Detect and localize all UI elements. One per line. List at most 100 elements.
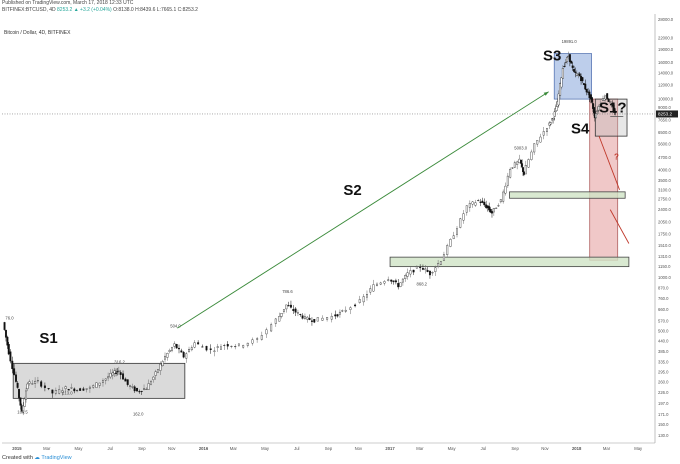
y-tick-label: 870.0 <box>658 286 669 291</box>
candle-body <box>154 371 157 376</box>
price-label: 213.0 <box>62 390 73 395</box>
candle-body <box>115 372 118 374</box>
candle-body <box>366 294 368 298</box>
candle-body <box>73 388 76 392</box>
footer-created-with: Created with <box>2 455 33 461</box>
y-tick-label: 171.0 <box>658 412 669 417</box>
candle-body <box>574 71 577 73</box>
tradingview-icon: ☁ <box>34 455 40 461</box>
candle-body <box>11 360 14 370</box>
annotation-s4: S4 <box>571 121 590 138</box>
candle-body <box>330 315 333 320</box>
candle-body <box>597 106 600 111</box>
candle-body <box>161 361 164 367</box>
candle-body <box>242 345 245 348</box>
candle-body <box>336 314 339 317</box>
candle-body <box>143 388 146 390</box>
candle-body <box>168 350 171 353</box>
x-tick-label: Nov <box>168 446 176 451</box>
candle-body <box>369 288 372 293</box>
candle-body <box>180 350 183 353</box>
candle-body <box>182 351 185 358</box>
candle-body <box>234 346 237 348</box>
candle-body <box>13 368 16 375</box>
candle-body <box>95 382 98 388</box>
candle-body <box>397 283 400 288</box>
candle-body <box>159 363 162 371</box>
candle-body <box>171 347 173 351</box>
candle-body <box>431 272 434 274</box>
chart-title: Bitcoin / Dollar, 4D, BITFINEX <box>4 30 71 36</box>
price-label: 5003.0 <box>514 146 527 151</box>
candle-body <box>216 346 219 348</box>
y-tick-label: 4000.0 <box>658 168 671 173</box>
y-tick-label: 260.0 <box>658 379 669 384</box>
candle-body <box>596 110 599 112</box>
candle-body <box>419 267 422 269</box>
y-tick-label: 197.0 <box>658 401 669 406</box>
x-tick-label: Nov <box>541 446 549 451</box>
candle-body <box>131 386 134 388</box>
candle-body <box>471 201 474 205</box>
annotation-question-mark: ? <box>614 152 619 161</box>
candle-body <box>557 93 560 106</box>
candle-body <box>190 347 193 351</box>
candle-body <box>133 386 136 392</box>
candle-body <box>595 113 597 118</box>
candle-body <box>610 103 613 105</box>
candle-body <box>22 405 25 413</box>
candle-body <box>474 202 477 206</box>
price-label: 504.0 <box>170 324 181 329</box>
candle-body <box>506 175 509 186</box>
candle-body <box>399 282 402 287</box>
candle-body <box>278 316 281 322</box>
candle-body <box>119 372 122 375</box>
candle-body <box>67 389 70 391</box>
candle-body <box>126 379 129 385</box>
candle-body <box>19 397 22 406</box>
price-label: 316.2 <box>114 360 125 365</box>
candle-body <box>488 206 491 211</box>
annotation-s2: S2 <box>343 182 361 199</box>
candle-body <box>524 165 527 175</box>
candle-body <box>533 143 536 153</box>
y-tick-label: 570.0 <box>658 319 669 324</box>
candle-body <box>4 329 7 338</box>
candle-body <box>560 77 563 88</box>
candle-body <box>406 272 409 277</box>
y-tick-label: 16000.0 <box>658 60 674 65</box>
candle-body <box>349 307 352 310</box>
candle-body <box>79 388 82 391</box>
x-tick-label: May <box>448 446 457 451</box>
candle-body <box>465 205 468 213</box>
candle-body <box>310 320 313 322</box>
x-tick-label: Sep <box>325 446 333 451</box>
x-tick-label: 2016 <box>199 446 209 451</box>
candle-body <box>54 390 57 394</box>
candle-body <box>15 374 17 382</box>
candle-body <box>449 239 452 247</box>
candle-body <box>591 97 594 103</box>
candle-body <box>28 381 31 384</box>
candle-body <box>585 88 588 93</box>
current-price-tag <box>656 110 678 118</box>
candle-body <box>18 389 20 398</box>
level-1200-band <box>389 256 630 268</box>
candle-body <box>497 205 500 207</box>
candle-body <box>390 279 393 282</box>
candle-body <box>581 77 584 82</box>
candle-body <box>539 136 542 143</box>
candle-body <box>88 386 91 389</box>
candle-body <box>549 122 552 125</box>
candle-body <box>559 83 562 96</box>
candle-body <box>294 308 297 313</box>
candle-body <box>299 314 302 315</box>
candle-body <box>600 102 603 104</box>
price-label: 162.0 <box>133 411 144 416</box>
y-tick-label: 760.0 <box>658 296 669 301</box>
candle-body <box>387 279 390 281</box>
candle-body <box>589 94 592 100</box>
candle-body <box>58 389 61 394</box>
candle-body <box>26 383 29 390</box>
